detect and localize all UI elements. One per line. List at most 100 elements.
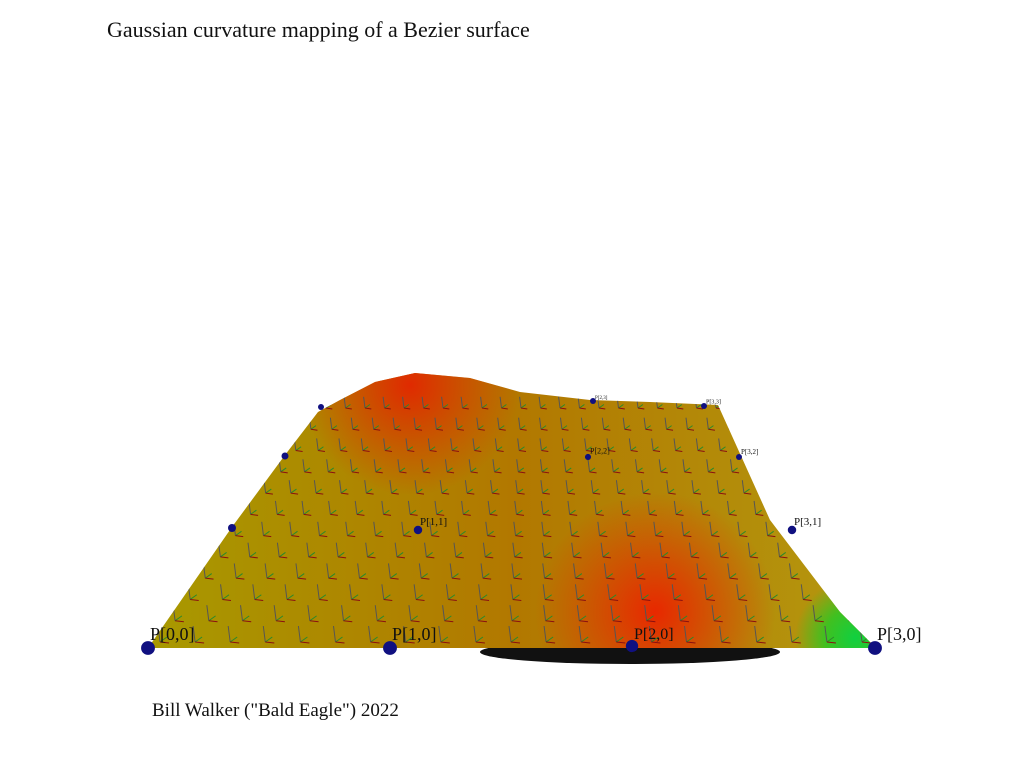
frame-binormal bbox=[738, 598, 748, 601]
frame-binormal bbox=[598, 407, 606, 410]
point-label: P[3,3] bbox=[706, 399, 721, 405]
frame-tangent bbox=[480, 594, 488, 600]
frame-normal bbox=[468, 459, 472, 472]
frame-binormal bbox=[328, 577, 337, 580]
frame-tangent bbox=[782, 509, 789, 515]
frame-tangent bbox=[409, 509, 417, 515]
frame-binormal bbox=[686, 641, 696, 644]
frame-binormal bbox=[300, 641, 310, 644]
frame-normal bbox=[580, 417, 584, 430]
frame-tangent bbox=[356, 509, 364, 515]
frame-tangent bbox=[675, 446, 682, 451]
frame-tangent bbox=[510, 636, 519, 643]
frame-tangent bbox=[347, 530, 354, 537]
frame-normal bbox=[262, 625, 266, 643]
frame-tangent bbox=[624, 425, 631, 430]
frame-binormal bbox=[478, 428, 485, 431]
frame-tangent bbox=[278, 552, 286, 558]
frame-binormal bbox=[729, 577, 738, 580]
frame-tangent bbox=[770, 594, 778, 600]
frame-tangent bbox=[697, 446, 704, 451]
frame-normal bbox=[695, 438, 699, 451]
frame-binormal bbox=[781, 620, 791, 623]
frame-binormal bbox=[394, 428, 402, 431]
frame-normal bbox=[381, 584, 385, 600]
frame-normal bbox=[317, 521, 320, 536]
frame-normal bbox=[718, 542, 722, 557]
frame-normal bbox=[587, 459, 591, 472]
frame-tangent bbox=[575, 573, 583, 579]
frame-binormal bbox=[563, 450, 571, 453]
frame-binormal bbox=[630, 450, 638, 453]
frame-binormal bbox=[375, 535, 384, 538]
frame-tangent bbox=[543, 552, 551, 558]
frame-binormal bbox=[345, 407, 352, 410]
frame-normal bbox=[778, 605, 782, 621]
frame-binormal bbox=[643, 492, 651, 495]
frame-normal bbox=[824, 625, 828, 643]
frame-binormal bbox=[356, 513, 365, 516]
title: Gaussian curvature mapping of a Bezier s… bbox=[107, 17, 530, 42]
frame-binormal bbox=[335, 641, 345, 644]
frame-binormal bbox=[373, 428, 381, 431]
frame-normal bbox=[373, 521, 376, 536]
frame-binormal bbox=[546, 641, 556, 644]
frame-normal bbox=[719, 625, 723, 643]
frame-tangent bbox=[364, 404, 371, 409]
frame-tangent bbox=[310, 425, 317, 430]
point-label: P[1,1] bbox=[420, 516, 447, 528]
frame-tangent bbox=[767, 530, 774, 537]
frame-normal bbox=[597, 521, 601, 536]
frame-normal bbox=[343, 396, 346, 409]
frame-binormal bbox=[729, 428, 736, 431]
frame-normal bbox=[510, 584, 514, 600]
frame-binormal bbox=[410, 620, 420, 623]
frame-binormal bbox=[637, 407, 645, 410]
frame-tangent bbox=[330, 509, 337, 515]
frame-binormal bbox=[608, 450, 616, 453]
frame-binormal bbox=[720, 556, 729, 559]
frame-tangent bbox=[605, 573, 613, 579]
frame-tangent bbox=[477, 615, 486, 622]
frame-binormal bbox=[718, 492, 727, 495]
frame-normal bbox=[455, 417, 458, 430]
frame-normal bbox=[664, 417, 668, 430]
frame-tangent bbox=[375, 467, 382, 473]
frame-normal bbox=[558, 396, 561, 409]
frame-normal bbox=[364, 480, 367, 494]
frame-tangent bbox=[276, 509, 284, 515]
frame-binormal bbox=[396, 556, 406, 559]
frame-binormal bbox=[347, 535, 356, 538]
frame-binormal bbox=[791, 577, 800, 580]
frame-normal bbox=[307, 605, 311, 621]
frame-binormal bbox=[589, 471, 597, 474]
frame-binormal bbox=[579, 620, 589, 623]
frame-tangent bbox=[328, 573, 336, 579]
frame-binormal bbox=[482, 577, 492, 580]
frame-tangent bbox=[721, 636, 729, 643]
frame-binormal bbox=[668, 492, 676, 495]
frame-tangent bbox=[808, 552, 816, 558]
frame-tangent bbox=[642, 488, 650, 494]
frame-binormal bbox=[691, 556, 700, 559]
frame-normal bbox=[666, 480, 669, 494]
frame-normal bbox=[509, 605, 513, 621]
frame-tangent bbox=[698, 573, 706, 579]
frame-tangent bbox=[410, 615, 418, 622]
frame-binormal bbox=[195, 641, 205, 644]
frame-binormal bbox=[265, 492, 273, 495]
frame-tangent bbox=[220, 552, 227, 558]
frame-tangent bbox=[484, 552, 492, 558]
frame-tangent bbox=[517, 488, 524, 494]
frame-tangent bbox=[481, 404, 488, 409]
frame-normal bbox=[350, 417, 354, 430]
frame-normal bbox=[753, 500, 757, 515]
frame-binormal bbox=[341, 492, 349, 495]
frame-tangent bbox=[617, 488, 625, 494]
frame-binormal bbox=[579, 407, 586, 410]
frame-tangent bbox=[728, 425, 735, 430]
frame-normal bbox=[634, 563, 638, 579]
frame-tangent bbox=[636, 573, 644, 579]
frame-tangent bbox=[331, 425, 338, 430]
frame-normal bbox=[464, 480, 468, 494]
